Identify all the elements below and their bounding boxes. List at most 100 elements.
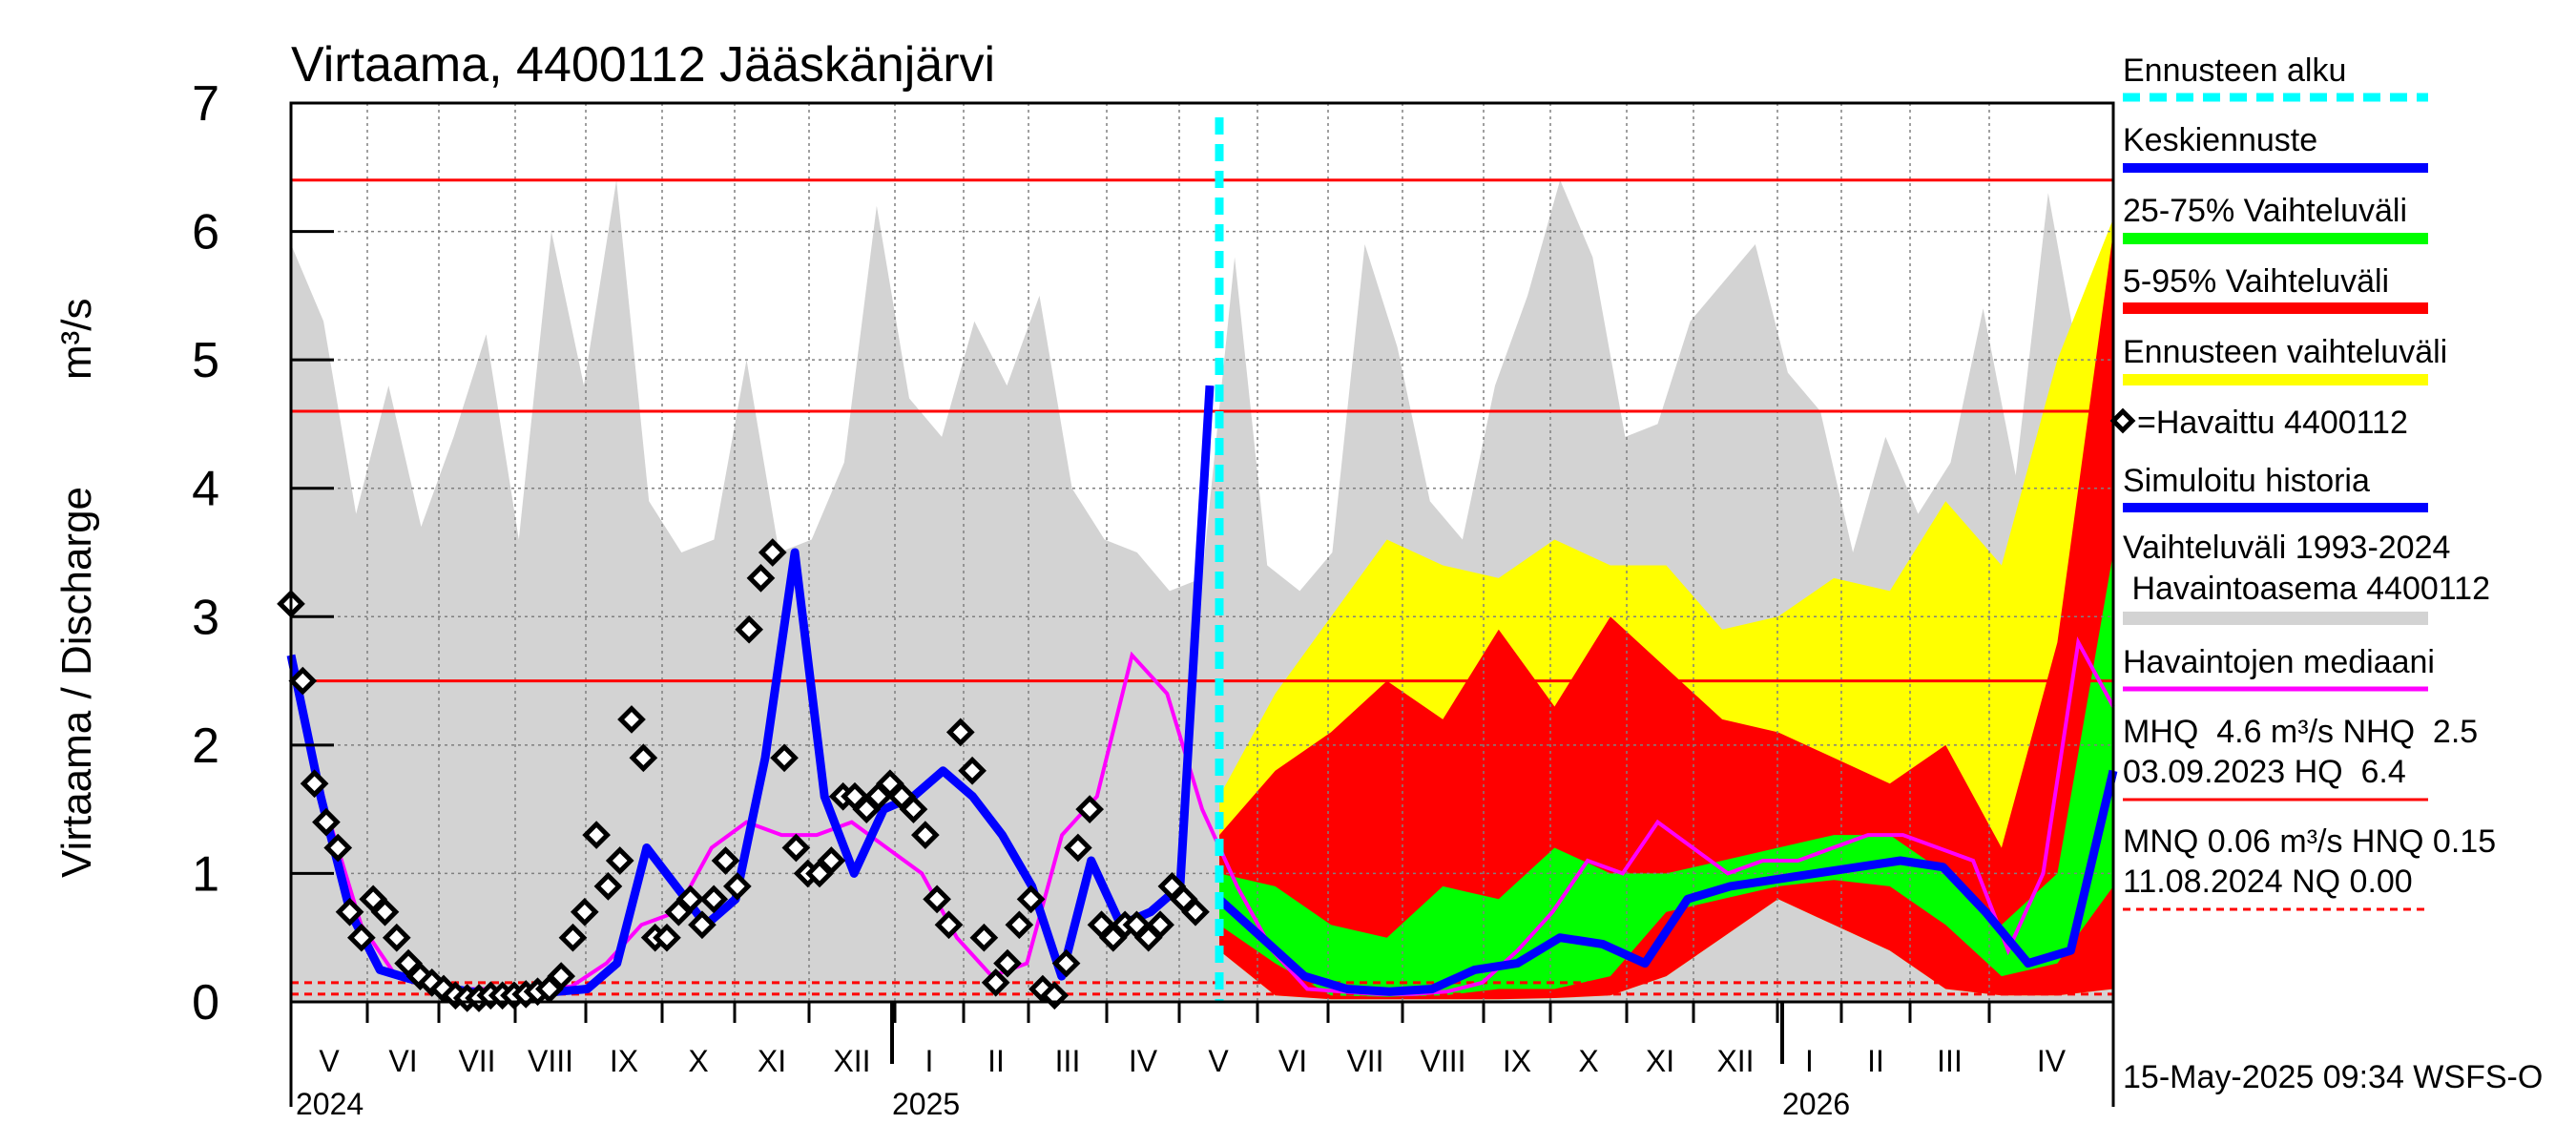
month-label: VIII — [1420, 1044, 1465, 1078]
month-label: I — [1805, 1044, 1814, 1078]
legend-observed-marker — [2109, 407, 2136, 434]
month-label: IV — [2037, 1044, 2067, 1078]
month-label: XI — [1646, 1044, 1674, 1078]
y-axis-unit: m³/s — [53, 298, 100, 380]
y-tick-label: 0 — [192, 975, 219, 1030]
observed-point — [923, 885, 951, 914]
legend-mnq-line-1: MNQ 0.06 m³/s HNQ 0.15 — [2123, 823, 2496, 860]
y-tick-label: 3 — [192, 590, 219, 645]
month-label: XI — [758, 1044, 786, 1078]
year-label: 2024 — [296, 1087, 364, 1121]
observed-point — [1016, 885, 1046, 914]
y-tick-label: 2 — [192, 718, 219, 774]
observed-point — [558, 923, 588, 952]
legend-observed-label: =Havaittu 4400112 — [2137, 405, 2408, 441]
month-label: IX — [610, 1044, 638, 1078]
observed-point — [899, 795, 928, 823]
month-label: VII — [458, 1044, 495, 1078]
y-tick-label: 4 — [192, 462, 219, 517]
observed-point — [911, 821, 940, 849]
legend-mhq-line-1: MHQ 4.6 m³/s NHQ 2.5 — [2123, 714, 2478, 750]
legend-median-label: Havaintojen mediaani — [2123, 644, 2435, 680]
legend-forecast-start-label: Ennusteen alku — [2123, 52, 2346, 89]
observed-point — [934, 910, 964, 940]
chart-title: Virtaama, 4400112 Jääskänjärvi — [291, 37, 995, 93]
year-label: 2026 — [1782, 1087, 1850, 1121]
year-label: 2025 — [892, 1087, 960, 1121]
month-label: III — [1055, 1044, 1081, 1078]
plot-frame — [289, 101, 2115, 1004]
observed-point — [993, 948, 1022, 978]
y-tick-label: 5 — [192, 333, 219, 388]
observed-point — [1075, 795, 1105, 823]
observed-point — [969, 923, 999, 952]
month-label: II — [987, 1044, 1005, 1078]
month-label: XII — [833, 1044, 870, 1078]
observed-point — [781, 833, 811, 863]
legend-25-75-label: 25-75% Vaihteluväli — [2123, 193, 2407, 229]
observed-point — [335, 897, 364, 926]
observed-point — [711, 846, 740, 875]
observed-point — [347, 923, 376, 952]
observed-point — [1146, 910, 1174, 940]
observed-point — [593, 872, 623, 901]
observed-point — [746, 564, 776, 593]
observed-point — [735, 614, 763, 644]
observed-point — [945, 718, 975, 747]
month-label: X — [1578, 1044, 1598, 1078]
observed-point — [323, 833, 353, 863]
observed-point — [605, 846, 634, 875]
month-label: II — [1867, 1044, 1884, 1078]
observed-point — [570, 897, 599, 926]
month-label: V — [1208, 1044, 1229, 1078]
observed-point — [1005, 910, 1034, 940]
observed-point — [617, 705, 646, 734]
observed-point — [770, 743, 799, 773]
month-label: VI — [388, 1044, 417, 1078]
y-tick-label: 1 — [192, 846, 219, 902]
observed-point — [312, 807, 341, 837]
mean-forecast-line — [1215, 769, 2118, 996]
observed-point — [1181, 897, 1210, 926]
month-label: VI — [1278, 1044, 1307, 1078]
observed-point — [1051, 948, 1081, 978]
legend-historic-range-label-2: Havaintoasema 4400112 — [2123, 571, 2490, 607]
observed-point — [958, 756, 987, 785]
observed-point — [547, 962, 576, 990]
month-label: VIII — [528, 1044, 573, 1078]
observed-point — [582, 821, 611, 849]
legend-mhq-line-2: 03.09.2023 HQ 6.4 — [2123, 754, 2406, 790]
observed-point — [300, 769, 329, 799]
month-label: IX — [1503, 1044, 1531, 1078]
legend-mnq-line-2: 11.08.2024 NQ 0.00 — [2123, 864, 2413, 900]
month-label: VII — [1346, 1044, 1383, 1078]
observed-point — [758, 538, 787, 567]
y-tick-label: 7 — [192, 76, 219, 132]
footer-timestamp: 15-May-2025 09:34 WSFS-O — [2123, 1059, 2543, 1095]
observed-point — [288, 666, 318, 696]
month-label: X — [688, 1044, 708, 1078]
legend-mean-forecast-label: Keskiennuste — [2123, 122, 2317, 158]
month-label: I — [925, 1044, 934, 1078]
observed-point — [370, 897, 400, 926]
observed-point — [382, 923, 411, 952]
month-label: V — [319, 1044, 340, 1078]
month-label: IV — [1129, 1044, 1158, 1078]
range-25-75-area — [1219, 552, 2113, 997]
legend-simulated-label: Simuloitu historia — [2123, 463, 2370, 499]
legend-historic-range-label-1: Vaihteluväli 1993-2024 — [2123, 530, 2450, 566]
observed-point — [981, 968, 1010, 997]
legend-5-95-label: 5-95% Vaihteluväli — [2123, 263, 2389, 300]
month-label: III — [1937, 1044, 1963, 1078]
legend-forecast-range-label: Ennusteen vaihteluväli — [2123, 334, 2447, 370]
y-tick-label: 6 — [192, 205, 219, 260]
legend: Ennusteen alku Keskiennuste 25-75% Vaiht… — [2109, 52, 2496, 911]
median-line — [289, 636, 2115, 996]
observed-point — [675, 885, 705, 914]
observed-point — [1064, 833, 1092, 863]
observed-point — [699, 885, 729, 914]
observed-point — [688, 910, 717, 940]
range-5-95-area — [1219, 231, 2113, 1000]
